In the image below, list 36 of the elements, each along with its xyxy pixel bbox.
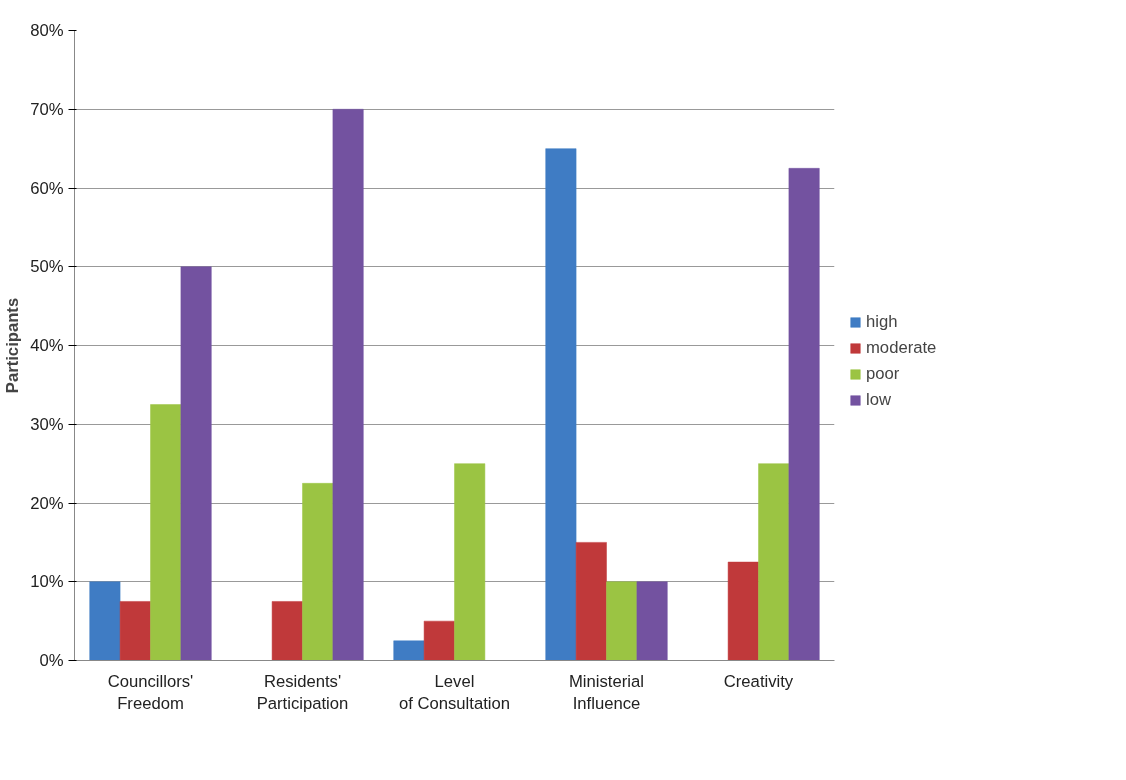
bar [119,601,151,661]
bar [302,483,334,661]
y-tick-label: 0% [39,651,64,670]
bar [636,581,668,661]
legend-label: high [866,312,898,332]
y-tick-label: 50% [30,257,64,277]
y-tick-label: 80% [30,21,64,40]
y-tick-label: 20% [30,493,64,513]
bar [180,266,212,661]
bar [89,581,121,661]
legend-label: moderate [866,338,937,358]
bar [575,542,607,661]
legend-label: low [866,390,891,410]
bar [454,463,486,661]
bar [423,620,455,661]
y-tick-label: 60% [30,178,64,198]
bar [606,581,638,661]
x-tick-label: Residents' Participation [256,671,349,714]
x-tick-label: Ministerial Influence [569,671,644,714]
bar [271,601,303,661]
bar [332,109,364,661]
bar [393,640,425,661]
bar [727,561,759,661]
y-tick-label: 30% [30,414,64,434]
bar [545,148,577,661]
y-axis-title: Participants [3,297,23,394]
x-tick-label: Creativity [723,671,794,691]
x-tick-label: Councillors' Freedom [107,671,194,714]
bar [758,463,790,661]
x-tick-label: Level of Consultation [398,671,511,714]
y-tick-label: 10% [30,572,64,592]
bar [788,168,820,661]
legend-label: poor [866,364,900,384]
bar [150,404,182,661]
y-tick-label: 70% [30,99,64,119]
y-tick-label: 40% [30,336,64,355]
